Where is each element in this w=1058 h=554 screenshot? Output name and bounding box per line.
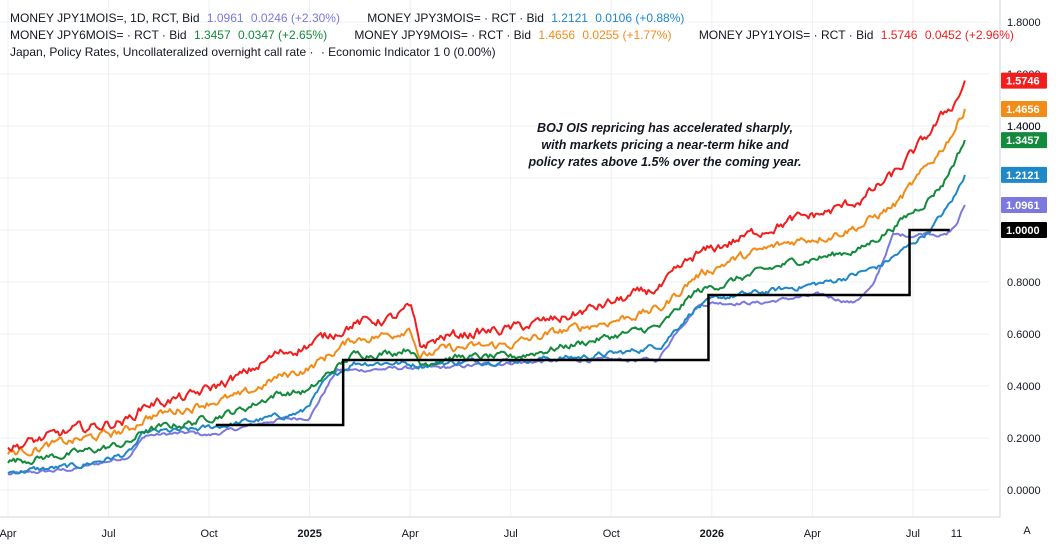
series-layer: [7, 80, 966, 476]
legend-name: MONEY JPY6MOIS= · RCT · Bid: [10, 28, 187, 42]
legend-change: 0.0106 (+0.88%): [595, 11, 685, 25]
y-tick-label: 0.0000: [1007, 485, 1041, 497]
annotation-line-2: with markets pricing a near-term hike an…: [541, 138, 789, 152]
price-badge: [1001, 132, 1047, 149]
grid: [0, 0, 990, 517]
series-line-4[interactable]: [7, 80, 966, 452]
x-tick-label: Jul: [102, 528, 116, 540]
price-badge-label: 1.3457: [1006, 135, 1040, 147]
series-line-1[interactable]: [7, 174, 966, 475]
legend-value: 1.0961: [206, 11, 244, 25]
series-line-3[interactable]: [7, 108, 966, 457]
legend-change: 0.0347 (+2.65%): [238, 28, 328, 42]
legend-name: Japan, Policy Rates, Uncollateralized ov…: [10, 45, 314, 59]
legend-change: 0.0246 (+2.30%): [250, 11, 340, 25]
legend: MONEY JPY1MOIS=, 1D, RCT, Bid 1.0961 0.0…: [10, 10, 1038, 61]
legend-change: 0.0452 (+2.96%): [924, 28, 1014, 42]
legend-value: 1.3457: [193, 28, 231, 42]
legend-change: 0.0255 (+1.77%): [582, 28, 672, 42]
y-tick-label: 0.4000: [1007, 381, 1041, 393]
legend-row-2: MONEY JPY6MOIS= · RCT · Bid 1.3457 0.034…: [10, 27, 1038, 44]
annotation-line-3: policy rates above 1.5% over the coming …: [528, 155, 802, 169]
badge-layer: 1.0961 1.2121 1.3457 1.4656 1.5746 1.0000: [1001, 72, 1047, 238]
y-tick-label: 1.4000: [1007, 121, 1041, 133]
y-tick-label: 0.6000: [1007, 329, 1041, 341]
annotation-line-1: BOJ OIS repricing has accelerated sharpl…: [537, 121, 793, 135]
price-badge: [1001, 222, 1047, 238]
x-tick-label: Jul: [906, 528, 920, 540]
x-tick-label: 2026: [700, 528, 724, 540]
x-tick-label: Apr: [402, 528, 419, 540]
legend-value: 1.2121: [551, 11, 588, 25]
legend-name: MONEY JPY1YOIS= · RCT · Bid: [698, 28, 874, 42]
x-tick-label: Apr: [804, 528, 821, 540]
series-line-0[interactable]: [7, 204, 966, 476]
legend-name: MONEY JPY1MOIS=, 1D, RCT, Bid: [10, 11, 200, 25]
x-tick-label: Jul: [504, 528, 518, 540]
x-tick-label: 11: [951, 528, 962, 540]
series-line-2[interactable]: [7, 139, 966, 465]
legend-item-jpy9m[interactable]: MONEY JPY9MOIS= · RCT · Bid 1.4656 0.025…: [354, 27, 671, 44]
legend-item-policy-rate[interactable]: Japan, Policy Rates, Uncollateralized ov…: [10, 44, 496, 61]
price-badge-label: 1.2121: [1006, 170, 1040, 182]
legend-row-3: Japan, Policy Rates, Uncollateralized ov…: [10, 44, 1038, 61]
auto-scale-button[interactable]: A: [1023, 525, 1031, 537]
legend-item-jpy1y[interactable]: MONEY JPY1YOIS= · RCT · Bid 1.5746 0.045…: [699, 27, 1014, 44]
price-badge-label: 1.0000: [1006, 225, 1040, 237]
legend-name: MONEY JPY3MOIS= · RCT · Bid: [367, 11, 544, 25]
y-tick-label: 0.8000: [1007, 277, 1041, 289]
x-tick-label: Oct: [603, 528, 620, 540]
legend-name: MONEY JPY9MOIS= · RCT · Bid: [354, 28, 532, 42]
x-tick-label: Apr: [0, 528, 17, 540]
price-badge: [1001, 166, 1047, 183]
legend-row-1: MONEY JPY1MOIS=, 1D, RCT, Bid 1.0961 0.0…: [10, 10, 1038, 27]
policy-rate-line[interactable]: [215, 228, 950, 427]
x-tick-label: Oct: [201, 528, 218, 540]
legend-item-jpy6m[interactable]: MONEY JPY6MOIS= · RCT · Bid 1.3457 0.034…: [10, 27, 327, 44]
price-badge-label: 1.4656: [1006, 104, 1040, 116]
legend-value: 1.5746: [880, 28, 918, 42]
price-badge-label: 1.5746: [1006, 76, 1040, 88]
price-badge: [1001, 197, 1047, 214]
axis-layer: 0.00000.20000.40000.60000.80001.00001.20…: [0, 0, 1041, 540]
price-badge-label: 1.0961: [1006, 200, 1040, 212]
y-tick-label: 1.4000: [1007, 121, 1041, 133]
price-badge: [1001, 100, 1047, 117]
y-tick-label: 1.8000: [1007, 17, 1041, 29]
legend-value: 1.4656: [538, 28, 576, 42]
legend-extra: · Economic Indicator 1 0 (0.00%): [320, 45, 496, 59]
x-tick-label: 2025: [297, 528, 321, 540]
legend-item-jpy3m[interactable]: MONEY JPY3MOIS= · RCT · Bid 1.2121 0.010…: [367, 10, 684, 27]
legend-item-jpy1m[interactable]: MONEY JPY1MOIS=, 1D, RCT, Bid 1.0961 0.0…: [10, 10, 340, 27]
price-badge: [1001, 72, 1047, 89]
y-tick-label: 0.2000: [1007, 433, 1041, 445]
annotation-text: BOJ OIS repricing has accelerated sharpl…: [520, 120, 810, 171]
